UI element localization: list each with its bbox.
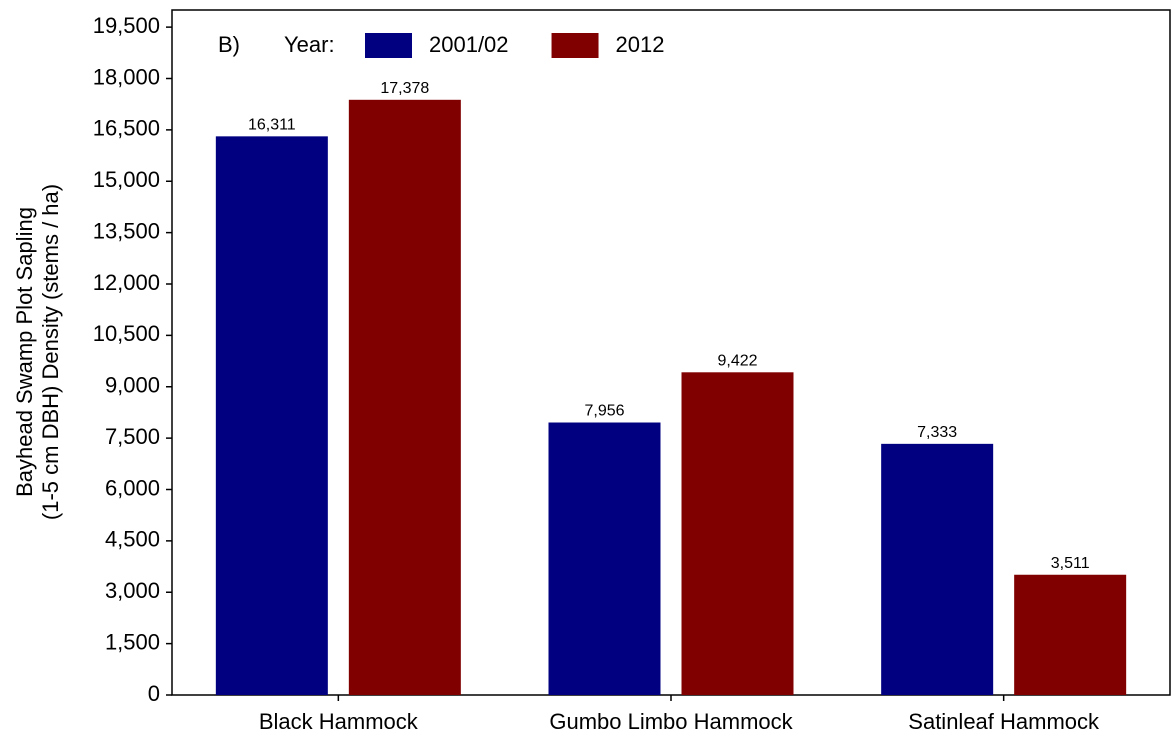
- y-tick-label: 1,500: [105, 629, 160, 654]
- y-tick-label: 10,500: [93, 321, 160, 346]
- y-tick-label: 13,500: [93, 218, 160, 243]
- value-label: 7,333: [917, 424, 957, 441]
- panel-label: B): [218, 32, 240, 57]
- y-axis-label: (1-5 cm DBH) Density (stems / ha): [38, 184, 63, 520]
- y-tick-label: 7,500: [105, 424, 160, 449]
- legend-label: 2012: [616, 32, 665, 57]
- value-label: 9,422: [717, 353, 757, 370]
- bar: [348, 99, 461, 696]
- y-tick-label: 19,500: [93, 13, 160, 38]
- value-label: 7,956: [584, 403, 624, 420]
- value-label: 3,511: [1051, 555, 1090, 572]
- legend-swatch: [551, 33, 599, 58]
- bar: [881, 443, 994, 695]
- legend-swatch: [365, 33, 412, 58]
- y-tick-label: 4,500: [105, 527, 160, 552]
- y-tick-label: 3,000: [105, 578, 160, 603]
- y-tick-label: 9,000: [105, 373, 160, 398]
- x-tick-label: Gumbo Limbo Hammock: [549, 709, 793, 734]
- legend-title: Year:: [284, 32, 335, 57]
- y-tick-label: 6,000: [105, 475, 160, 500]
- y-tick-label: 15,000: [93, 167, 160, 192]
- bar: [681, 372, 794, 695]
- x-tick-label: Satinleaf Hammock: [908, 709, 1100, 734]
- y-axis-label: Bayhead Swamp Plot Sapling: [12, 207, 37, 497]
- value-label: 16,311: [248, 117, 296, 134]
- bar: [1014, 574, 1127, 695]
- y-tick-label: 18,000: [93, 64, 160, 89]
- y-tick-label: 0: [148, 681, 160, 706]
- value-label: 17,378: [380, 80, 429, 97]
- y-tick-label: 12,000: [93, 270, 160, 295]
- legend-label: 2001/02: [429, 32, 509, 57]
- bar: [215, 136, 328, 695]
- bar: [548, 422, 661, 695]
- x-tick-label: Black Hammock: [259, 709, 419, 734]
- y-tick-label: 16,500: [93, 116, 160, 141]
